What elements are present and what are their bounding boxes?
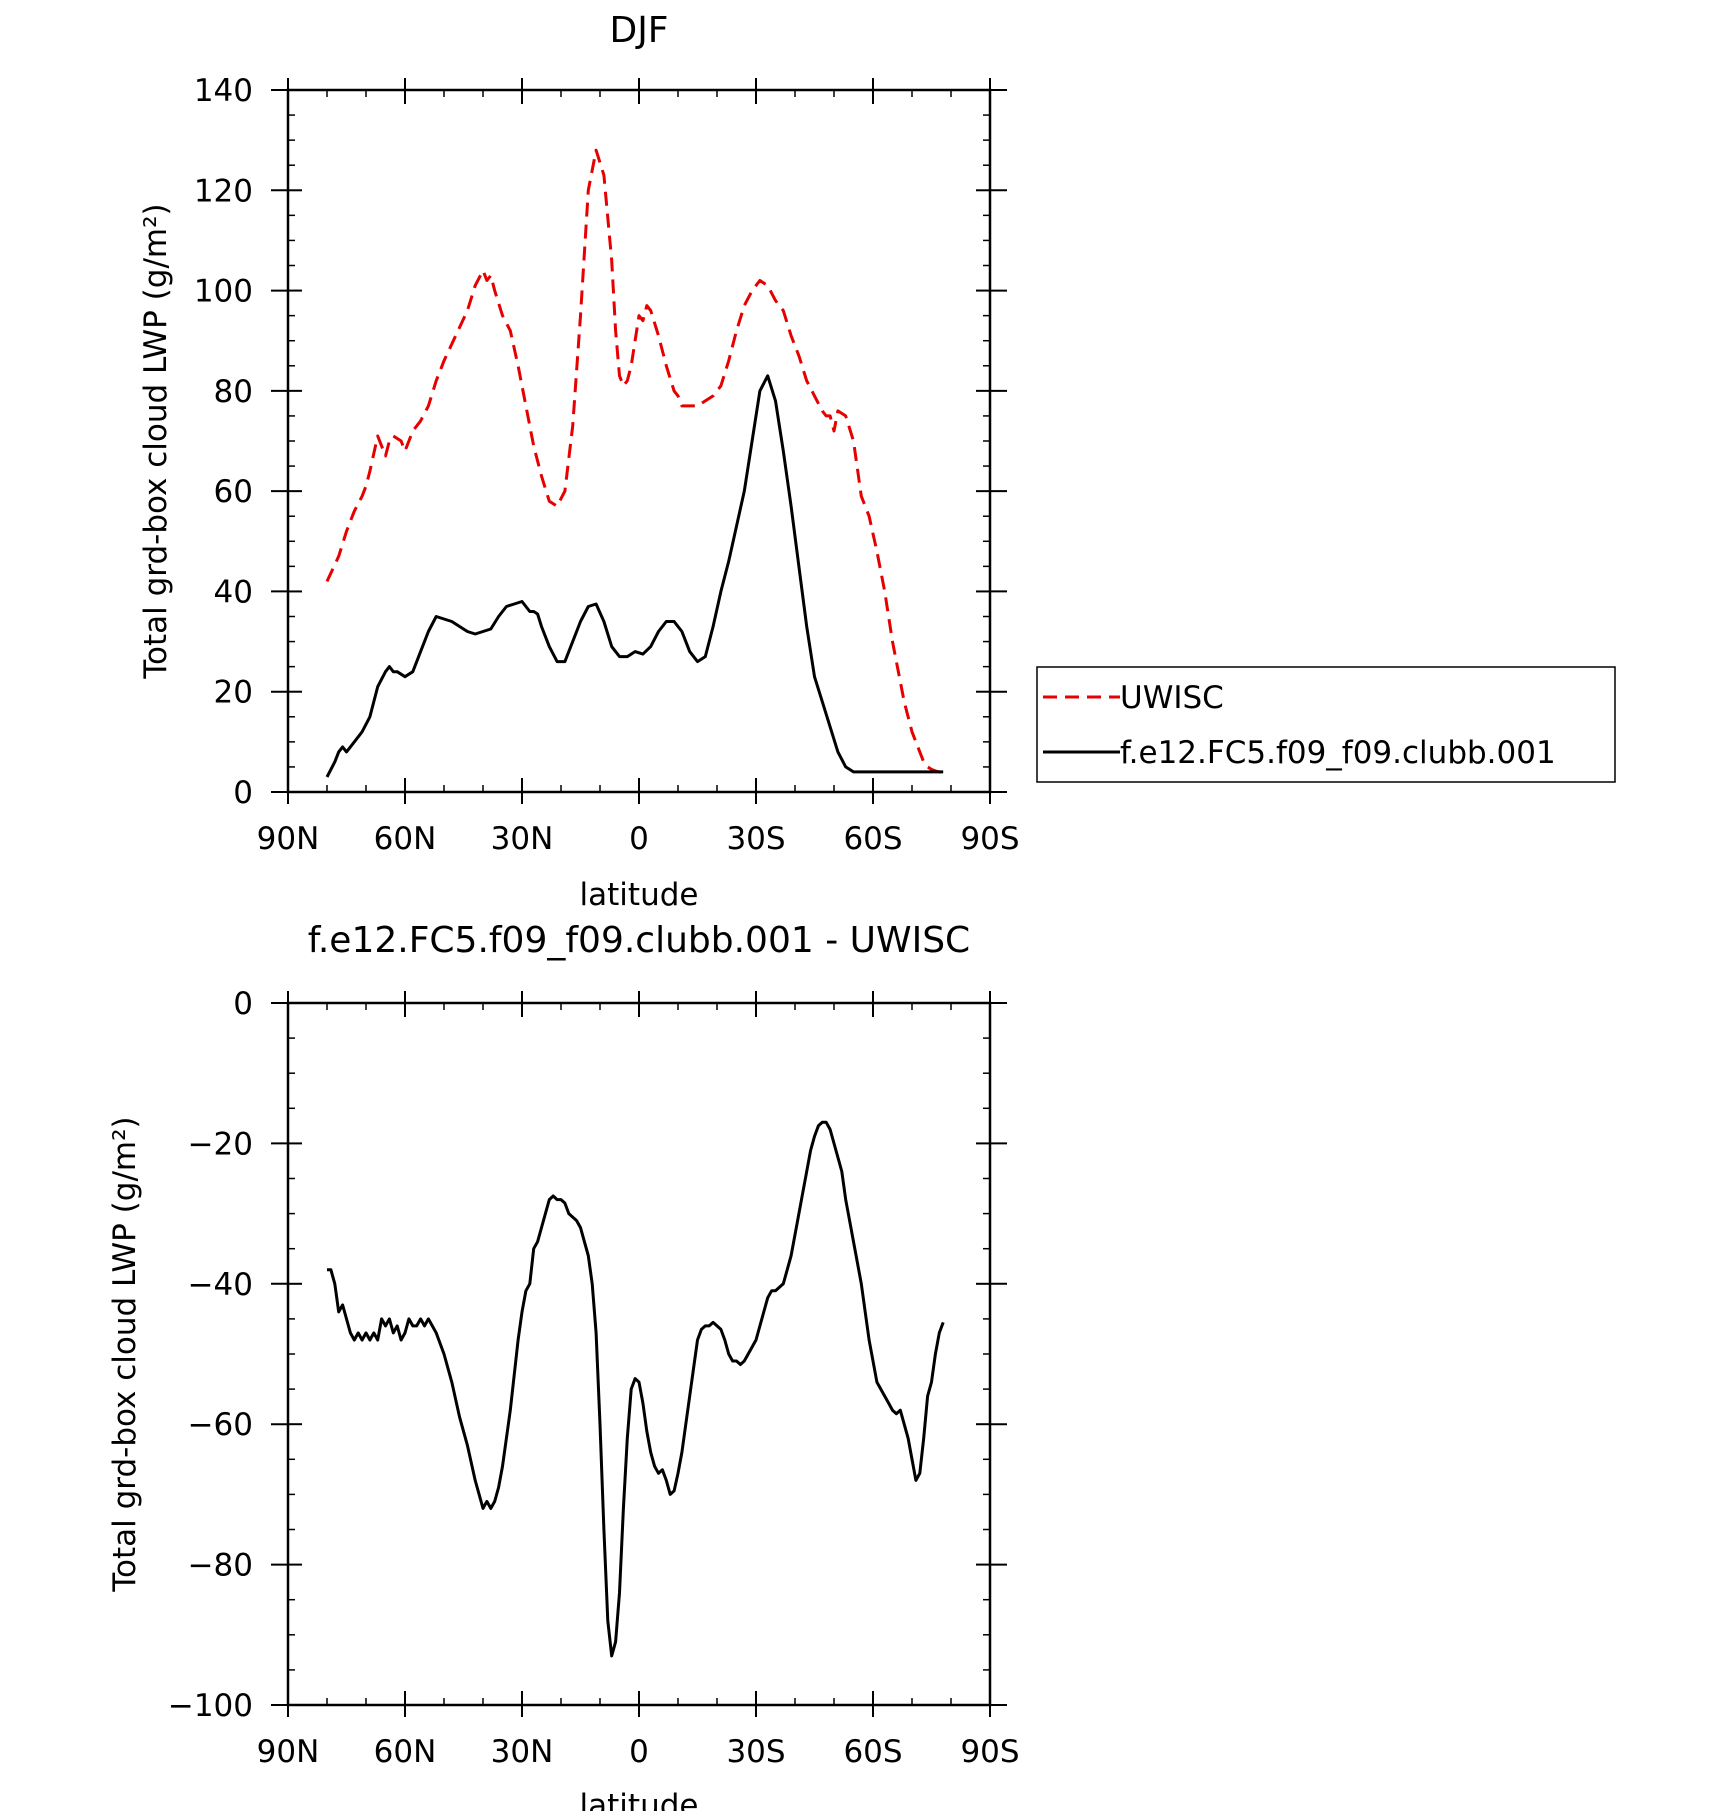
bottom-y-tick-label: −40 [188, 1267, 253, 1303]
top-y-tick-label: 80 [214, 374, 253, 410]
bottom-series-difference-line [327, 1120, 945, 1658]
top-x-tick-label: 0 [629, 821, 649, 857]
bottom-chart-title: f.e12.FC5.f09_f09.clubb.001 - UWISC [308, 920, 970, 961]
top-ticks: 90N 60N 30N 0 30S 60S 90S 0 20 40 60 80 100 120 140 [194, 73, 1020, 857]
top-chart-title: DJF [609, 10, 668, 51]
legend-label-uwisc: UWISC [1120, 680, 1224, 716]
top-y-tick-label: 20 [214, 675, 253, 711]
bottom-x-tick-label: 90S [960, 1734, 1019, 1770]
top-y-tick-label: 140 [194, 73, 253, 109]
bottom-x-axis-title: latitude [580, 1788, 699, 1811]
bottom-ticks: 90N 60N 30N 0 30S 60S 90S −100 −80 −60 −40 −20 0 [168, 986, 1020, 1770]
bottom-y-tick-label: 0 [233, 986, 253, 1022]
top-x-tick-label: 90S [960, 821, 1019, 857]
bottom-x-tick-label: 90N [257, 1734, 320, 1770]
top-y-tick-label: 100 [194, 274, 253, 310]
top-y-axis-title: Total grd-box cloud LWP (g/m²) [138, 203, 174, 679]
bottom-y-tick-label: −100 [168, 1688, 253, 1724]
top-series-f-e12-fc5-f09-f09-clubb-001-line [325, 374, 944, 778]
top-x-axis-title: latitude [580, 877, 699, 913]
bottom-chart: f.e12.FC5.f09_f09.clubb.001 - UWISC 90N 6… [107, 920, 1020, 1811]
top-series-uwisc-line [325, 148, 944, 775]
top-y-tick-label: 120 [194, 173, 253, 209]
top-plot-frame [286, 88, 992, 794]
bottom-x-tick-label: 30N [491, 1734, 554, 1770]
top-series [325, 148, 944, 778]
top-x-tick-label: 60N [374, 821, 437, 857]
bottom-x-tick-label: 30S [726, 1734, 785, 1770]
bottom-y-tick-label: −20 [188, 1126, 253, 1162]
top-x-tick-label: 60S [843, 821, 902, 857]
top-x-tick-label: 30S [726, 821, 785, 857]
bottom-x-tick-label: 60N [374, 1734, 437, 1770]
bottom-y-tick-label: −60 [188, 1407, 253, 1443]
bottom-x-tick-label: 60S [843, 1734, 902, 1770]
bottom-plot-frame [286, 1001, 992, 1707]
top-x-tick-label: 30N [491, 821, 554, 857]
top-y-tick-label: 60 [214, 474, 253, 510]
top-y-tick-label: 40 [214, 574, 253, 610]
bottom-y-axis-title: Total grd-box cloud LWP (g/m²) [107, 1116, 143, 1592]
top-y-tick-label: 0 [233, 775, 253, 811]
top-chart: DJF 90N 60N 30N 0 30S 60S 90S 0 20 40 60 80 100 120 14… [138, 10, 1020, 913]
top-x-tick-label: 90N [257, 821, 320, 857]
legend-box [1036, 666, 1616, 783]
bottom-x-tick-label: 0 [629, 1734, 649, 1770]
legend: UWISC f.e12.FC5.f09_f09.clubb.001 [1036, 666, 1616, 783]
bottom-y-tick-label: −80 [188, 1548, 253, 1584]
legend-label-clubb: f.e12.FC5.f09_f09.clubb.001 [1120, 735, 1556, 771]
bottom-series [327, 1120, 945, 1658]
